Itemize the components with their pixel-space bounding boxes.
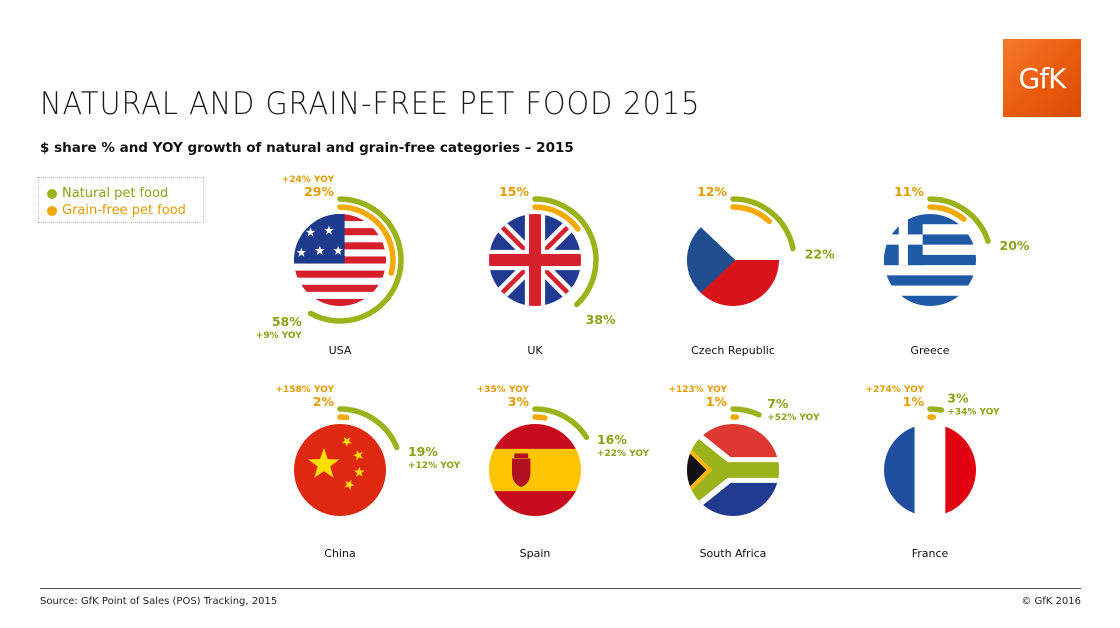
legend-label-grain-free: Grain-free pet food <box>62 203 186 218</box>
country-china: 2%+158% YOY 19% +12% YOY China <box>275 385 460 560</box>
footer-divider <box>40 588 1081 589</box>
grain-free-arc <box>927 204 967 222</box>
natural-yoy-label: +34% YOY <box>947 407 1000 417</box>
grain-free-value-label: 11% <box>894 184 924 199</box>
natural-yoy-label: +52% YOY <box>767 413 820 423</box>
country-france: 1%+274% YOY 3% +34% YOY France <box>865 385 1000 560</box>
natural-arc <box>730 196 796 252</box>
czech-flag <box>687 214 779 306</box>
country-name-label: Spain <box>520 547 551 560</box>
grain-free-value-label: 3% <box>508 394 530 409</box>
country-spain: 3%+35% YOY 16% +22% YOY Spain <box>477 385 650 560</box>
greece-flag <box>884 214 976 306</box>
usa-flag <box>294 214 386 306</box>
natural-arc <box>532 196 599 308</box>
spain-flag <box>489 424 581 516</box>
page-title: NATURAL AND GRAIN-FREE PET FOOD 2015 <box>40 86 701 122</box>
natural-arc <box>927 406 945 413</box>
page-subtitle: $ share % and YOY growth of natural and … <box>40 140 574 156</box>
country-name-label: USA <box>329 344 352 357</box>
source-note: Source: GfK Point of Sales (POS) Trackin… <box>40 596 278 607</box>
natural-arc <box>337 406 400 451</box>
natural-arc <box>532 406 590 441</box>
china-flag <box>294 424 386 516</box>
country-greece: 11% 20% Greece <box>884 184 1030 357</box>
grain-free-yoy-label: +123% YOY <box>668 385 727 395</box>
country-usa: 29%+24% YOY 58% +9% YOY USA <box>256 175 404 357</box>
natural-yoy-label: +9% YOY <box>256 331 302 341</box>
natural-value-label: 7% <box>767 396 789 411</box>
natural-value-label: 20% <box>1000 238 1030 253</box>
france-flag <box>884 424 976 516</box>
south-africa-flag <box>687 424 779 516</box>
grain-free-yoy-label: +158% YOY <box>275 385 334 395</box>
natural-arc <box>927 196 991 244</box>
country-south-africa: 1%+123% YOY 7% +52% YOY South Africa <box>668 385 820 560</box>
grain-free-yoy-label: +35% YOY <box>477 385 530 395</box>
natural-value-label: 3% <box>947 390 969 405</box>
legend-item-natural: Natural pet food <box>47 185 203 202</box>
grain-free-yoy-label: +24% YOY <box>282 175 335 185</box>
grain-free-yoy-label: +274% YOY <box>865 385 924 395</box>
grain-free-value-label: 12% <box>697 184 727 199</box>
grain-free-arc <box>730 204 773 225</box>
country-name-label: China <box>324 547 355 560</box>
natural-value-label: 19% <box>408 444 438 459</box>
legend-swatch-grain-free <box>47 205 57 216</box>
natural-arc <box>307 196 404 324</box>
country-czech-republic: 12% 22% Czech Republic <box>687 184 835 357</box>
grain-free-value-label: 2% <box>313 394 335 409</box>
legend-label-natural: Natural pet food <box>62 186 169 201</box>
gfk-logo-text: GfK <box>1018 61 1067 95</box>
uk-flag <box>489 214 581 306</box>
natural-value-label: 58% <box>272 314 302 329</box>
natural-value-label: 38% <box>586 312 616 327</box>
gfk-logo: GfK <box>1003 39 1081 117</box>
grain-free-value-label: 29% <box>304 184 334 199</box>
country-name-label: Czech Republic <box>691 344 775 357</box>
grain-free-value-label: 1% <box>903 394 925 409</box>
natural-yoy-label: +22% YOY <box>597 449 650 459</box>
country-name-label: South Africa <box>700 547 767 560</box>
legend-swatch-natural <box>47 188 57 199</box>
grain-free-value-label: 1% <box>706 394 728 409</box>
country-name-label: UK <box>527 344 543 357</box>
copyright-note: © GfK 2016 <box>1021 596 1081 607</box>
grain-free-arc <box>337 204 396 276</box>
country-name-label: Greece <box>910 344 949 357</box>
natural-yoy-label: +12% YOY <box>408 461 461 471</box>
grain-free-value-label: 15% <box>499 184 529 199</box>
country-name-label: France <box>912 547 949 560</box>
natural-arc <box>730 406 762 418</box>
legend: Natural pet food Grain-free pet food <box>38 177 204 223</box>
grain-free-arc <box>532 204 581 232</box>
natural-value-label: 22% <box>805 247 835 262</box>
natural-value-label: 16% <box>597 432 627 447</box>
country-uk: 15% 38% UK <box>489 184 616 357</box>
grain-free-arc <box>532 414 548 421</box>
legend-item-grain-free: Grain-free pet food <box>47 202 203 219</box>
